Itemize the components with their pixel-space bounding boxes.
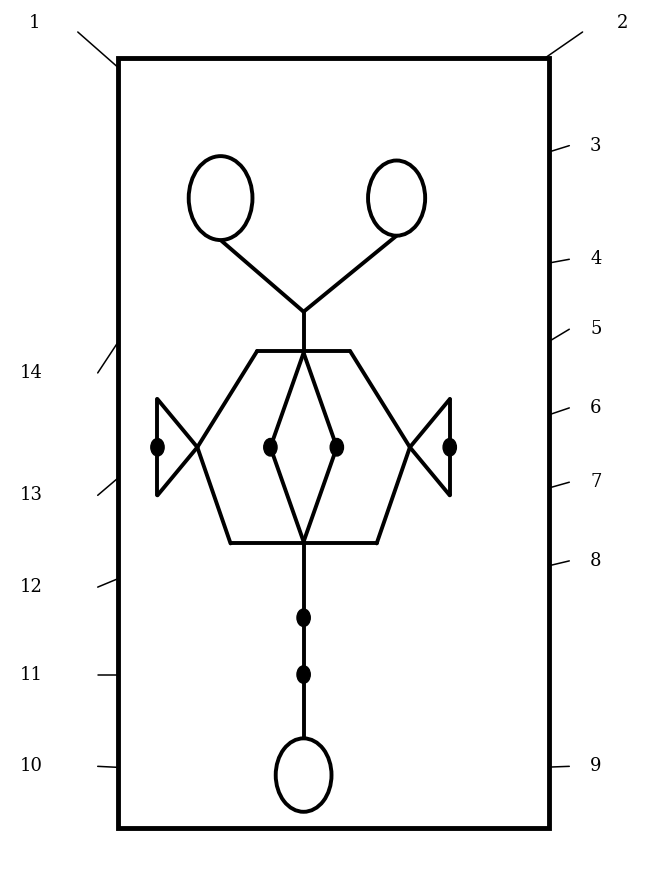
Text: 3: 3 bbox=[590, 137, 602, 154]
Text: 6: 6 bbox=[590, 399, 602, 417]
Text: 11: 11 bbox=[20, 666, 43, 683]
Text: 1: 1 bbox=[29, 14, 40, 32]
Text: 4: 4 bbox=[590, 250, 602, 268]
Circle shape bbox=[443, 438, 456, 456]
Circle shape bbox=[368, 160, 425, 236]
Bar bbox=[117, 58, 550, 828]
Circle shape bbox=[297, 609, 310, 626]
Circle shape bbox=[275, 738, 331, 812]
Text: 10: 10 bbox=[20, 758, 43, 775]
Text: 7: 7 bbox=[590, 474, 602, 491]
Circle shape bbox=[189, 156, 253, 240]
Circle shape bbox=[330, 438, 344, 456]
Text: 2: 2 bbox=[617, 14, 628, 32]
Text: 13: 13 bbox=[20, 487, 43, 504]
Text: 9: 9 bbox=[590, 758, 602, 775]
Text: 14: 14 bbox=[20, 364, 43, 381]
Circle shape bbox=[263, 438, 277, 456]
Circle shape bbox=[297, 666, 310, 683]
Text: 5: 5 bbox=[590, 320, 602, 339]
Text: 12: 12 bbox=[20, 578, 43, 596]
Text: 8: 8 bbox=[590, 552, 602, 570]
Circle shape bbox=[151, 438, 164, 456]
